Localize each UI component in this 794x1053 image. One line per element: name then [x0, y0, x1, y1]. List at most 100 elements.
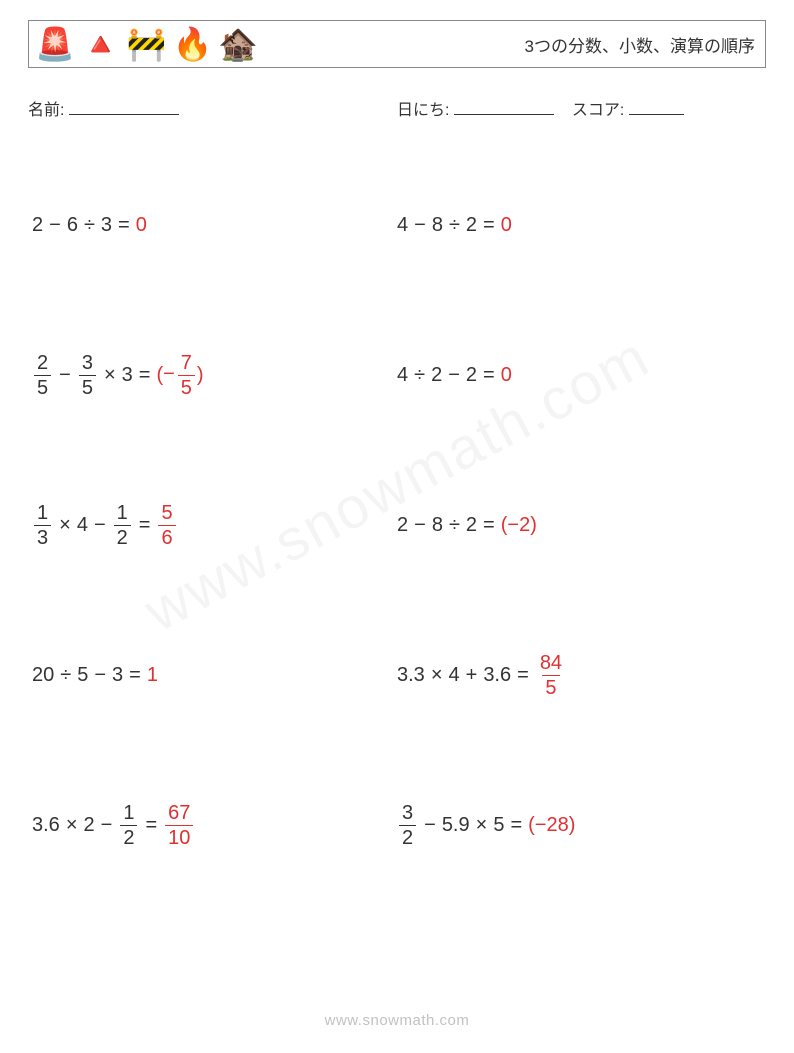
math-token: 8	[432, 514, 443, 537]
problem-cell: 32−5.9×5=(−28)	[397, 803, 766, 848]
problem-cell: 3.6 × 2−12 = 6710	[28, 803, 397, 848]
math-token: ×	[476, 814, 488, 837]
math-token: ×	[59, 514, 71, 537]
answer: 0	[501, 364, 512, 387]
score-field: スコア:	[572, 96, 684, 120]
math-token: −	[101, 814, 113, 837]
math-token: 6	[67, 214, 78, 237]
equals-sign: =	[139, 514, 151, 537]
problem-cell: 2−8÷2=(−2)	[397, 514, 766, 537]
header-emoji-icon: 🏚️	[218, 28, 258, 60]
problem-row: 3.6×2−12=671032−5.9×5=(−28)	[28, 750, 766, 900]
answer: 6710	[163, 803, 195, 848]
score-label: スコア:	[572, 102, 624, 119]
problem-row: 20÷5−3=13.3×4+3.6=845	[28, 600, 766, 750]
fraction: 56	[158, 503, 175, 548]
score-blank[interactable]	[629, 97, 684, 115]
date-field: 日にち:	[397, 96, 554, 120]
problem-row: 25−35×3=(−75)4÷2−2=0	[28, 300, 766, 450]
math-token: ÷	[60, 664, 71, 687]
equals-sign: =	[517, 664, 529, 687]
math-token: 3.3	[397, 664, 425, 687]
equals-sign: =	[483, 214, 495, 237]
equals-sign: =	[145, 814, 157, 837]
math-token: 4	[77, 514, 88, 537]
math-token: −	[94, 664, 106, 687]
answer: (−2)	[501, 514, 537, 537]
problems-grid: 2−6÷3=04−8÷2=025−35×3=(−75)4÷2−2=013×4−1…	[28, 150, 766, 900]
footer-url: www.snowmath.com	[0, 1012, 794, 1029]
answer: 0	[136, 214, 147, 237]
equals-sign: =	[129, 664, 141, 687]
math-token: 2	[84, 814, 95, 837]
math-token: 5.9	[442, 814, 470, 837]
name-blank[interactable]	[69, 97, 179, 115]
equals-sign: =	[510, 814, 522, 837]
problem-cell: 3.3×4+3.6=845	[397, 653, 766, 698]
expression: 3.3×4+3.6=845	[397, 653, 567, 698]
math-token: 3.6	[483, 664, 511, 687]
math-token: 2	[32, 214, 43, 237]
math-token: 20	[32, 664, 54, 687]
math-token: 3	[101, 214, 112, 237]
fraction: 75	[178, 353, 195, 398]
header-emoji-icon: 🔥	[173, 28, 213, 60]
expression: 20÷5−3=1	[32, 664, 158, 687]
expression: 3.6 × 2−12 = 6710	[32, 803, 195, 848]
problem-cell: 25−35×3=(−75)	[28, 353, 397, 398]
math-token: ÷	[84, 214, 95, 237]
problem-cell: 13×4−12=56	[28, 503, 397, 548]
fraction: 32	[399, 803, 416, 848]
expression: 13×4−12=56	[32, 503, 178, 548]
problem-row: 2−6÷3=04−8÷2=0	[28, 150, 766, 300]
answer: 845	[535, 653, 567, 698]
math-token: 2	[397, 514, 408, 537]
expression: 4÷2−2=0	[397, 364, 512, 387]
math-token: ×	[104, 364, 116, 387]
math-token: −	[414, 514, 426, 537]
answer: 56	[156, 503, 177, 548]
math-token: ÷	[449, 514, 460, 537]
math-token: 4	[397, 364, 408, 387]
math-token: 3.6	[32, 814, 60, 837]
fraction: 845	[537, 653, 565, 698]
problem-cell: 20÷5−3=1	[28, 664, 397, 687]
math-token: 8	[432, 214, 443, 237]
date-label: 日にち:	[397, 102, 449, 119]
header-emoji-icon: 🔺	[81, 28, 121, 60]
problem-cell: 4÷2−2=0	[397, 364, 766, 387]
equals-sign: =	[483, 364, 495, 387]
math-token: −	[94, 514, 106, 537]
math-token: 5	[493, 814, 504, 837]
date-blank[interactable]	[454, 97, 554, 115]
name-field: 名前:	[28, 96, 397, 120]
equals-sign: =	[139, 364, 151, 387]
fraction: 13	[34, 503, 51, 548]
header-box: 🚨🔺🚧🔥🏚️ 3つの分数、小数、演算の順序	[28, 20, 766, 68]
meta-row: 名前: 日にち: スコア:	[28, 96, 766, 120]
math-token: ×	[66, 814, 78, 837]
math-token: ÷	[449, 214, 460, 237]
math-token: −	[49, 214, 61, 237]
problem-row: 13×4−12=562−8÷2=(−2)	[28, 450, 766, 600]
expression: 2−6÷3=0	[32, 214, 147, 237]
fraction: 12	[120, 803, 137, 848]
header-emoji-icon: 🚨	[35, 28, 75, 60]
math-token: 4	[397, 214, 408, 237]
math-token: 2	[466, 514, 477, 537]
fraction: 35	[79, 353, 96, 398]
answer: (−75)	[156, 353, 203, 398]
math-token: 3	[122, 364, 133, 387]
expression: 25−35×3=(−75)	[32, 353, 204, 398]
fraction: 6710	[165, 803, 193, 848]
expression: 2−8÷2=(−2)	[397, 514, 537, 537]
math-token: 2	[466, 214, 477, 237]
math-token: 4	[449, 664, 460, 687]
header-emoji-icon: 🚧	[127, 28, 167, 60]
problem-cell: 4−8÷2=0	[397, 214, 766, 237]
fraction: 25	[34, 353, 51, 398]
math-token: 2	[431, 364, 442, 387]
math-token: 2	[466, 364, 477, 387]
math-token: ×	[431, 664, 443, 687]
math-token: −	[424, 814, 436, 837]
